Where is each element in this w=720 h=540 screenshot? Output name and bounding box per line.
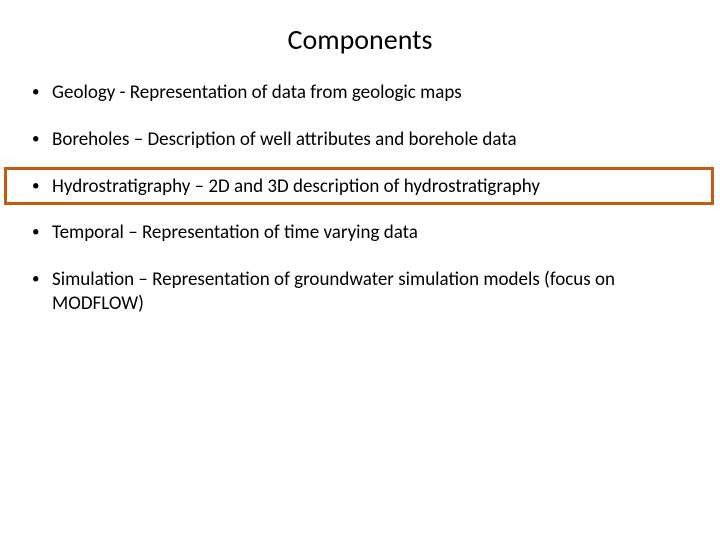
list-item: Geology - Representation of data from ge…	[28, 81, 692, 105]
bullet-list: Geology - Representation of data from ge…	[0, 81, 720, 316]
page-title: Components	[0, 22, 720, 57]
slide: Components Geology - Representation of d…	[0, 0, 720, 540]
list-item: Simulation – Representation of groundwat…	[28, 268, 692, 316]
list-item: Temporal – Representation of time varyin…	[28, 221, 692, 245]
list-item: Hydrostratigraphy – 2D and 3D descriptio…	[28, 175, 692, 199]
list-item: Boreholes – Description of well attribut…	[28, 128, 692, 152]
